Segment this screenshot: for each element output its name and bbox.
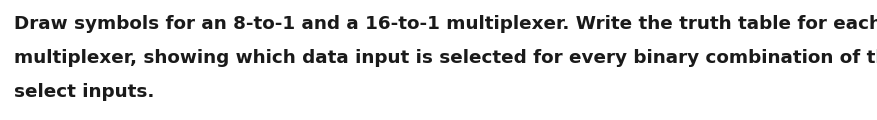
Text: select inputs.: select inputs.: [14, 83, 154, 101]
Text: Draw symbols for an 8-to-1 and a 16-to-1 multiplexer. Write the truth table for : Draw symbols for an 8-to-1 and a 16-to-1…: [14, 15, 877, 33]
Text: multiplexer, showing which data input is selected for every binary combination o: multiplexer, showing which data input is…: [14, 49, 877, 67]
